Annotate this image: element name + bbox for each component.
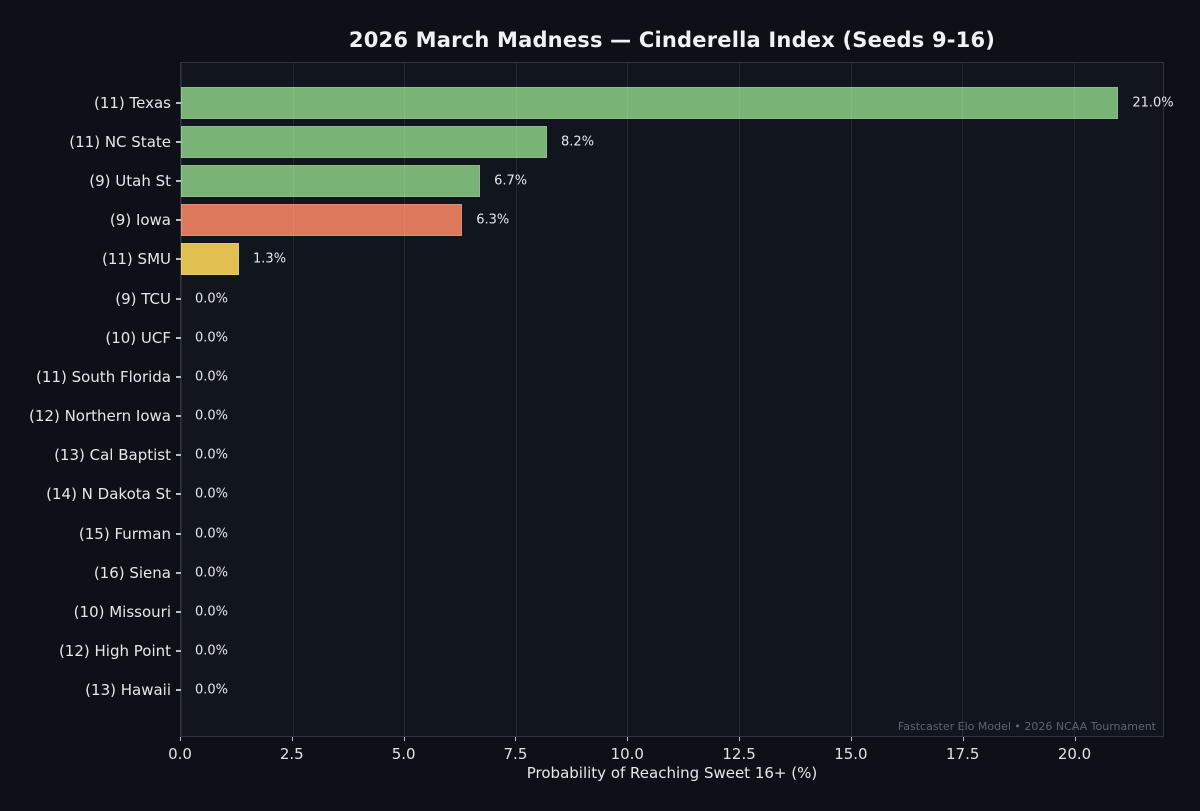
x-tick-mark [291,737,293,741]
bar-row: (12) High Point 0.0% [59,632,1163,671]
x-axis: 0.0 2.5 5.0 7.5 10.0 12.5 15.0 17.5 20.0 [168,737,1164,771]
plot-area: (11) Texas 21.0% (11) NC State 8.2% (9) Utah… [29,62,1174,737]
y-tick-label: (13) Cal Baptist [54,446,171,465]
bar-row: (15) Furman 0.0% [79,514,1163,553]
x-tick-label: 12.5 [722,745,756,763]
x-tick-mark [627,737,629,741]
value-label: 8.2% [561,134,595,150]
bar-row: (9) Iowa 6.3% [110,201,1163,240]
y-tick-label: (11) NC State [69,132,171,151]
y-tick-mark [176,140,181,143]
x-tick-label: 17.5 [946,745,980,763]
bars-container: (11) Texas 21.0% (11) NC State 8.2% (9) Utah… [29,83,1174,710]
bar-row: (11) SMU 1.3% [102,240,1163,279]
x-tick-label: 5.0 [391,745,416,763]
y-tick-label: (10) UCF [105,328,171,347]
bar-row: (10) UCF 0.0% [105,318,1163,357]
y-tick-mark [176,336,181,339]
value-label: 0.0% [195,447,229,463]
y-tick-label: (14) N Dakota St [46,485,171,504]
x-tick-label: 2.5 [279,745,304,763]
y-tick-label: (9) TCU [115,289,171,308]
y-tick-mark [176,650,181,653]
x-tick-mark [850,737,852,741]
bar-row: (9) TCU 0.0% [115,279,1163,318]
bar [181,204,463,237]
bar [181,243,240,276]
x-tick-mark [962,737,964,741]
x-tick-label: 10.0 [610,745,644,763]
y-tick-mark [176,454,181,457]
y-tick-mark [176,258,181,261]
value-label: 6.7% [494,173,528,189]
y-tick-mark [176,611,181,614]
x-tick-mark [739,737,741,741]
value-label: 0.0% [195,369,229,385]
y-tick-label: (12) High Point [58,642,171,661]
bar-row: (13) Hawaii 0.0% [85,671,1163,710]
y-tick-mark [176,689,181,692]
value-label: 0.0% [195,604,229,620]
value-label: 6.3% [476,212,510,228]
bar-row: (16) Siena 0.0% [94,553,1163,592]
y-tick-label: (15) Furman [78,524,171,543]
y-tick-label: (13) Hawaii [85,681,171,700]
y-tick-mark [176,415,181,418]
y-tick-mark [176,219,181,222]
value-label: 0.0% [195,330,229,346]
bar [181,125,548,158]
bar-row: (12) Northern Iowa 0.0% [29,397,1163,436]
value-label: 0.0% [195,291,229,307]
y-tick-mark [176,101,181,104]
y-tick-mark [176,532,181,535]
bar-row: (11) Texas 21.0% [94,83,1174,122]
x-tick-mark [515,737,517,741]
bar-row: (11) South Florida 0.0% [36,357,1163,396]
y-tick-mark [176,297,181,300]
value-label: 0.0% [195,682,229,698]
y-tick-mark [176,571,181,574]
y-tick-label: (16) Siena [93,563,171,582]
bar-row: (9) Utah St 6.7% [89,161,1163,200]
y-tick-label: (12) Northern Iowa [29,407,171,426]
value-label: 0.0% [195,408,229,424]
bar-row: (14) N Dakota St 0.0% [46,475,1163,514]
y-tick-mark [176,179,181,182]
value-label: 21.0% [1132,95,1174,111]
bar-row: (13) Cal Baptist 0.0% [54,436,1163,475]
value-label: 0.0% [195,486,229,502]
bar [181,164,481,197]
y-tick-mark [176,493,181,496]
value-label: 0.0% [195,526,229,542]
y-tick-label: (10) Missouri [73,603,171,622]
bar-row: (11) NC State 8.2% [69,122,1163,161]
chart-title: 2026 March Madness — Cinderella Index (S… [348,28,996,52]
x-tick-label: 7.5 [503,745,528,763]
y-tick-mark [176,375,181,378]
x-tick-mark [403,737,405,741]
value-label: 0.0% [195,643,229,659]
y-tick-label: (9) Utah St [89,171,171,190]
y-tick-label: (11) Texas [93,93,171,112]
attribution-text: Fastcaster Elo Model • 2026 NCAA Tournam… [897,720,1156,733]
bar-row: (10) Missouri 0.0% [74,592,1163,631]
x-tick-label: 20.0 [1057,745,1092,763]
x-tick-label: 0.0 [168,745,192,763]
value-label: 0.0% [195,565,229,581]
value-label: 1.3% [253,251,287,267]
x-tick-mark [180,737,181,741]
bar [181,86,1119,119]
x-tick-mark [1074,737,1076,741]
y-tick-label: (9) Iowa [109,211,171,230]
x-tick-label: 15.0 [834,745,868,763]
x-axis-label: Probability of Reaching Sweet 16+ (%) [526,764,818,782]
y-tick-label: (11) South Florida [36,367,171,386]
y-tick-label: (11) SMU [101,250,171,269]
